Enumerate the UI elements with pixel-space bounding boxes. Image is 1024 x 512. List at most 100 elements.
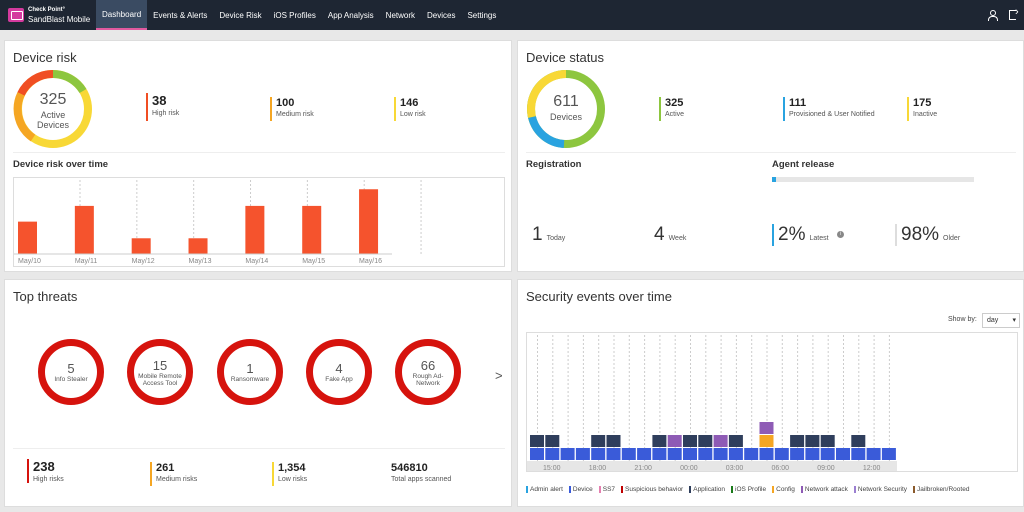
legend-item[interactable]: Application <box>689 486 725 493</box>
legend-swatch <box>913 486 916 493</box>
stat-value: 38 <box>152 93 167 108</box>
nav-device-risk[interactable]: Device Risk <box>219 10 262 20</box>
logo[interactable]: Check Point° SandBlast Mobile <box>0 0 96 30</box>
nav-network[interactable]: Network <box>385 10 416 20</box>
risk-over-time-chart: May/10 May/11 May/12 May/13 May/14 May/15 May/… <box>13 177 505 267</box>
tick-label: 06:00 <box>772 465 790 472</box>
stat-inactive: 175 Inactive <box>907 97 938 121</box>
legend-label: iOS Profile <box>735 486 767 494</box>
legend-swatch <box>526 486 528 493</box>
bar-application <box>820 435 835 447</box>
legend-swatch <box>689 486 692 493</box>
bar-device <box>637 448 652 460</box>
legend-swatch <box>853 486 856 493</box>
top-navbar: Check Point° SandBlast Mobile Dashboard … <box>0 0 1024 30</box>
risk-over-time-title: Device risk over time <box>13 159 109 170</box>
device-risk-total: 325 <box>39 91 67 108</box>
legend-swatch <box>731 486 734 493</box>
legend-swatch <box>568 486 571 493</box>
bar-device <box>560 448 575 460</box>
threat-mobile-rat[interactable]: 15 Mobile Remote Access Tool <box>127 339 193 405</box>
bar-device <box>713 448 728 460</box>
nav-devices[interactable]: Devices <box>427 10 456 20</box>
threat-fake-app[interactable]: 4 Fake App <box>306 339 372 405</box>
stat-high-risk: 38 High risk <box>146 93 180 121</box>
registration-today: 1 Today <box>532 224 566 245</box>
bar-device <box>698 448 713 460</box>
legend-item[interactable]: Network attack <box>800 486 848 494</box>
stat-value: 325 <box>665 97 684 109</box>
bar-device <box>836 448 850 460</box>
nav-settings[interactable]: Settings <box>467 10 497 20</box>
bar-device <box>683 448 697 460</box>
threat-rough-ad-network[interactable]: 66 Rough Ad-Network <box>395 339 461 405</box>
legend-item[interactable]: SS7 <box>598 486 615 493</box>
stat-value: 238 <box>33 459 55 474</box>
tick-label: May/13 <box>189 258 212 265</box>
agent-release-progress <box>772 177 974 182</box>
bar-application <box>545 435 560 447</box>
bar-device <box>530 448 544 460</box>
user-icon[interactable] <box>987 10 998 21</box>
legend-item[interactable]: Jailbroken/Rooted <box>913 486 969 493</box>
legend-item[interactable]: iOS Profile <box>731 486 766 493</box>
bar-application <box>805 435 820 447</box>
legend-item[interactable]: Network Security <box>853 486 907 493</box>
nav-events-alerts[interactable]: Events & Alerts <box>153 10 208 20</box>
stat-value: 261 <box>156 462 175 474</box>
bar-application <box>591 435 606 447</box>
bar-device <box>820 448 835 460</box>
legend-item[interactable]: Device <box>568 486 593 494</box>
tick-label: May/16 <box>359 258 382 265</box>
bar-config <box>759 435 774 447</box>
legend-item[interactable]: Config <box>772 486 795 493</box>
stat-label: Medium risk <box>276 111 314 118</box>
bar-May/16 <box>359 189 379 254</box>
agent-release-progress-fill <box>772 177 777 182</box>
tick-label: 21:00 <box>634 465 652 472</box>
device-status-donut <box>527 70 605 148</box>
bar-application <box>851 435 866 447</box>
next-threats-button[interactable]: > <box>495 368 503 383</box>
stat-label: Low risk <box>400 111 426 118</box>
tick-label: 15:00 <box>543 465 561 472</box>
threat-info-stealer[interactable]: 5 Info Stealer <box>38 339 104 405</box>
bar-device <box>621 448 636 460</box>
logo-brand: Check Point° <box>28 7 66 13</box>
bar-device <box>575 448 590 460</box>
bar-device <box>744 448 759 460</box>
logout-icon[interactable] <box>1009 6 1019 20</box>
nav-ios-profiles[interactable]: iOS Profiles <box>273 10 316 20</box>
tick-label: May/12 <box>132 258 155 265</box>
stat-medium-risks: 261 Medium risks <box>150 462 198 486</box>
stat-label: High risk <box>152 110 180 117</box>
legend-item[interactable]: Suspicious behavior <box>621 486 683 493</box>
stat-value: 1,354 <box>278 462 306 474</box>
device-risk-title: Device risk <box>13 50 77 65</box>
top-threats-title: Top threats <box>13 289 78 304</box>
nav-dashboard[interactable]: Dashboard <box>96 0 148 30</box>
threat-ransomware[interactable]: 1 Ransomware <box>217 339 283 405</box>
show-by-select[interactable]: day <box>982 313 1020 328</box>
info-icon[interactable]: i <box>836 231 844 239</box>
bar-application <box>652 435 667 447</box>
nav-app-analysis[interactable]: App Analysis <box>327 10 374 20</box>
x-axis-band <box>527 461 897 471</box>
legend-swatch <box>621 486 624 493</box>
registration-title: Registration <box>526 159 582 170</box>
stat-total-apps: 546810 Total apps scanned <box>385 462 451 483</box>
stat-value: 546810 <box>391 462 428 474</box>
stat-label: Total apps scanned <box>391 476 452 483</box>
bar-May/12 <box>131 238 151 254</box>
donut-segment-other <box>13 92 36 142</box>
legend-label: Device <box>572 486 593 494</box>
bar-network-attack <box>713 435 728 447</box>
tick-label: 18:00 <box>589 465 607 472</box>
legend-item[interactable]: Admin alert <box>526 486 563 493</box>
legend-label: Network attack <box>804 486 848 494</box>
stat-label: Low risks <box>278 476 308 483</box>
stat-label: Medium risks <box>156 476 198 483</box>
stat-label: Inactive <box>913 111 938 118</box>
stat-label: Provisioned & User Notified <box>789 111 875 118</box>
tick-label: May/10 <box>18 258 41 265</box>
